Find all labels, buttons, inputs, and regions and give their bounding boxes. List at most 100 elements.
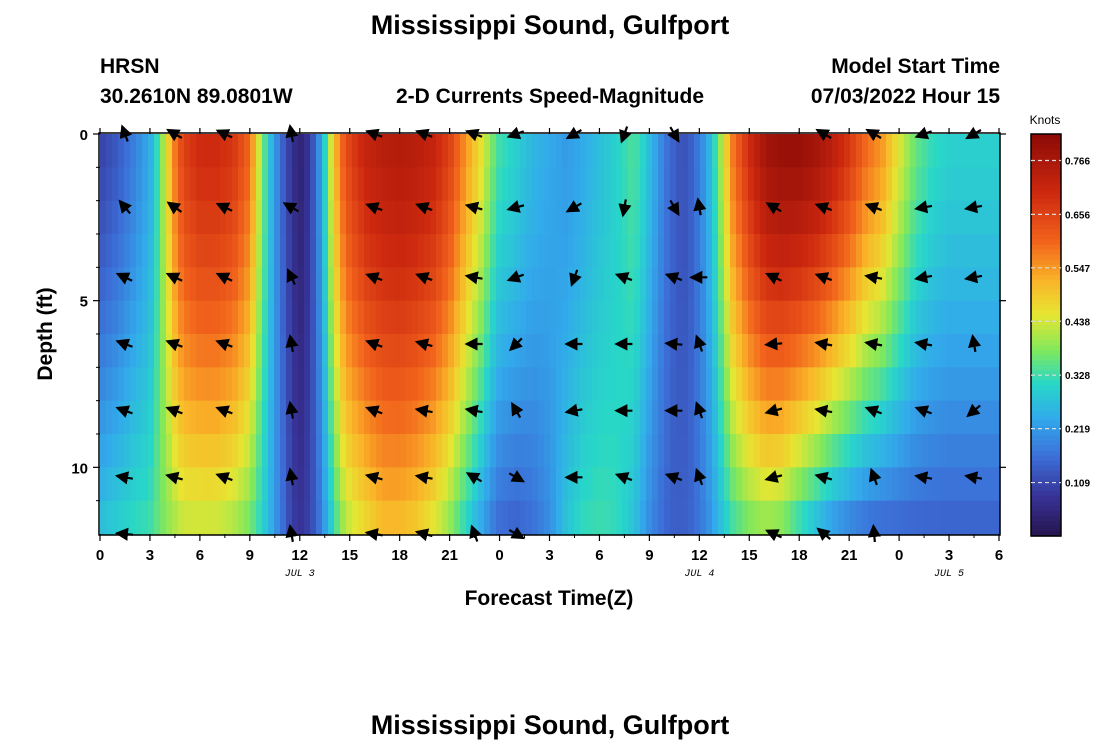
heat-cell xyxy=(124,334,131,368)
heat-cell xyxy=(550,267,557,302)
heat-cell xyxy=(952,300,959,335)
heat-cell xyxy=(934,200,941,235)
heat-cell xyxy=(562,400,569,435)
heat-cell xyxy=(736,134,743,168)
heat-cell xyxy=(118,134,125,168)
heat-cell xyxy=(406,134,413,168)
x-tick-label: 12 xyxy=(291,547,308,564)
heat-cell xyxy=(946,200,953,235)
heat-cell xyxy=(634,400,641,435)
heat-cell xyxy=(220,367,227,402)
heat-cell xyxy=(772,434,779,468)
colorbar-segment xyxy=(1031,335,1061,341)
colorbar-tick-label: 0.656 xyxy=(1065,210,1090,221)
heat-cell xyxy=(130,400,137,435)
heat-cell xyxy=(934,167,941,202)
heat-cell xyxy=(616,167,623,202)
colorbar-segment xyxy=(1031,329,1061,336)
heat-cell xyxy=(106,234,113,268)
heat-cell xyxy=(742,334,749,368)
heat-cell xyxy=(466,134,473,168)
heat-cell xyxy=(490,367,497,402)
current-vector xyxy=(868,467,882,486)
heat-cell xyxy=(664,500,671,535)
heat-cell xyxy=(484,200,491,235)
heat-cell xyxy=(730,434,737,468)
heat-cell xyxy=(454,334,461,368)
heat-cell xyxy=(436,367,443,402)
heat-cell xyxy=(622,400,629,435)
heat-cell xyxy=(220,434,227,468)
current-vector xyxy=(914,270,933,284)
heat-cell xyxy=(844,134,851,168)
heat-cell xyxy=(838,300,845,335)
heat-cell xyxy=(376,267,383,302)
heat-cell xyxy=(280,367,287,402)
heat-cell xyxy=(880,367,887,402)
heat-cell xyxy=(574,234,581,268)
heat-cell xyxy=(532,167,539,202)
heat-cell xyxy=(658,200,665,235)
heat-cell xyxy=(964,500,971,535)
heat-cell xyxy=(670,234,677,268)
current-vector xyxy=(914,126,932,140)
heat-cell xyxy=(718,167,725,202)
heat-cell xyxy=(880,134,887,168)
heat-cell xyxy=(310,434,317,468)
heat-cell xyxy=(184,467,191,502)
heat-cell xyxy=(706,467,713,502)
heat-cell xyxy=(550,434,557,468)
heat-cell xyxy=(160,200,167,235)
heat-cell xyxy=(244,367,251,402)
heat-cell xyxy=(472,334,479,368)
heat-cell xyxy=(802,367,809,402)
heat-cell xyxy=(280,467,287,502)
heat-cell xyxy=(166,400,173,435)
heat-cell xyxy=(394,434,401,468)
heat-cell xyxy=(610,200,617,235)
heat-cell xyxy=(112,367,119,402)
heat-cell xyxy=(334,134,341,168)
heat-cell xyxy=(616,500,623,535)
current-vector xyxy=(285,523,299,543)
heat-cell xyxy=(100,167,107,202)
heat-cell xyxy=(886,134,893,168)
heat-cell xyxy=(562,500,569,535)
heat-cell xyxy=(892,167,899,202)
heat-cell xyxy=(298,434,305,468)
heat-cell xyxy=(892,500,899,535)
colorbar-segment xyxy=(1031,144,1061,150)
colorbar-segment xyxy=(1031,194,1061,200)
heat-cell xyxy=(766,234,773,268)
heat-cell xyxy=(700,200,707,235)
heat-cell xyxy=(634,200,641,235)
heat-cell xyxy=(568,400,575,435)
colorbar-segment xyxy=(1031,184,1061,190)
colorbar-segment xyxy=(1031,199,1061,205)
heat-cell xyxy=(742,200,749,235)
heat-cell xyxy=(316,334,323,368)
current-vector xyxy=(814,272,833,285)
heat-cell xyxy=(556,400,563,435)
heat-cell xyxy=(736,434,743,468)
heat-cell xyxy=(610,300,617,335)
heat-cell xyxy=(544,467,551,502)
heat-cell xyxy=(292,367,299,402)
heat-cell xyxy=(262,400,269,435)
heat-cell xyxy=(682,167,689,202)
heat-cell xyxy=(910,434,917,468)
heat-cell xyxy=(214,167,221,202)
heat-cell xyxy=(598,500,605,535)
heat-cell xyxy=(814,167,821,202)
current-vector xyxy=(564,403,583,417)
heat-cell xyxy=(388,434,395,468)
heat-cell xyxy=(532,400,539,435)
heat-cell xyxy=(304,334,311,368)
heat-cell xyxy=(184,434,191,468)
heat-cell xyxy=(376,134,383,168)
heat-cell xyxy=(940,434,947,468)
heat-cell xyxy=(748,467,755,502)
current-vector xyxy=(285,123,299,143)
heat-cell xyxy=(736,200,743,235)
colorbar-segment xyxy=(1031,515,1061,522)
